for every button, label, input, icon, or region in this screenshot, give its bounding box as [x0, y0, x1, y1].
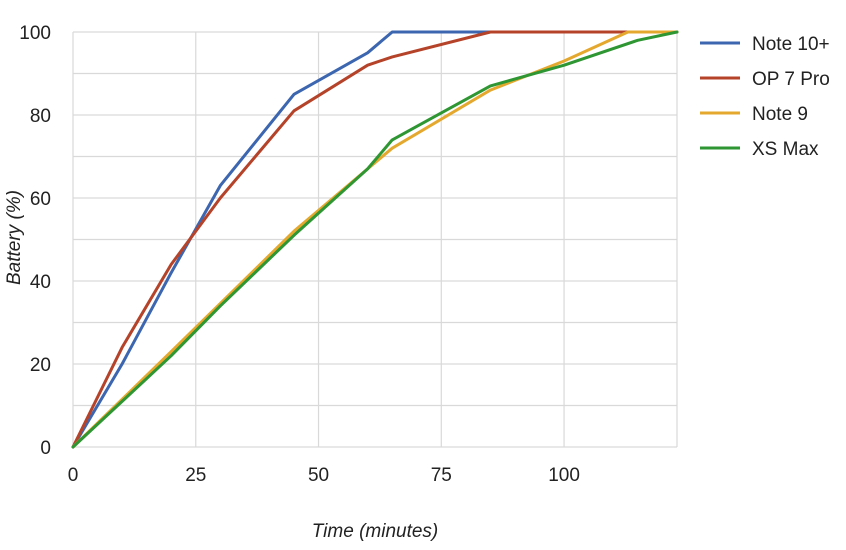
y-tick-label: 40: [30, 272, 51, 293]
legend-label-xs-max: XS Max: [752, 139, 819, 160]
x-axis-title: Time (minutes): [312, 521, 439, 542]
y-tick-label: 60: [30, 189, 51, 210]
legend-label-note-10-: Note 10+: [752, 34, 830, 55]
y-tick-label: 20: [30, 355, 51, 376]
legend: Note 10+ OP 7 Pro Note 9 XS Max: [700, 34, 830, 160]
x-axis-ticks: 0 25 50 75 100: [68, 465, 580, 486]
y-tick-label: 80: [30, 106, 51, 127]
series-line-op-7-pro: [71, 30, 679, 449]
x-tick-label: 25: [185, 465, 206, 486]
x-tick-label: 100: [548, 465, 580, 486]
legend-label-op-7-pro: OP 7 Pro: [752, 69, 830, 90]
x-tick-label: 75: [431, 465, 452, 486]
x-tick-label: 50: [308, 465, 329, 486]
y-tick-label: 100: [19, 23, 51, 44]
series-line-note-9: [71, 30, 679, 449]
series-line-note-10-: [71, 30, 679, 449]
grid: [72, 31, 678, 448]
y-axis-title: Battery (%): [4, 190, 25, 285]
x-tick-label: 0: [68, 465, 79, 486]
series-lines: [71, 30, 679, 449]
y-tick-label: 0: [40, 438, 51, 459]
y-axis-ticks: 0 20 40 60 80 100: [19, 23, 51, 459]
legend-label-note-9: Note 9: [752, 104, 808, 125]
series-line-xs-max: [71, 30, 679, 449]
